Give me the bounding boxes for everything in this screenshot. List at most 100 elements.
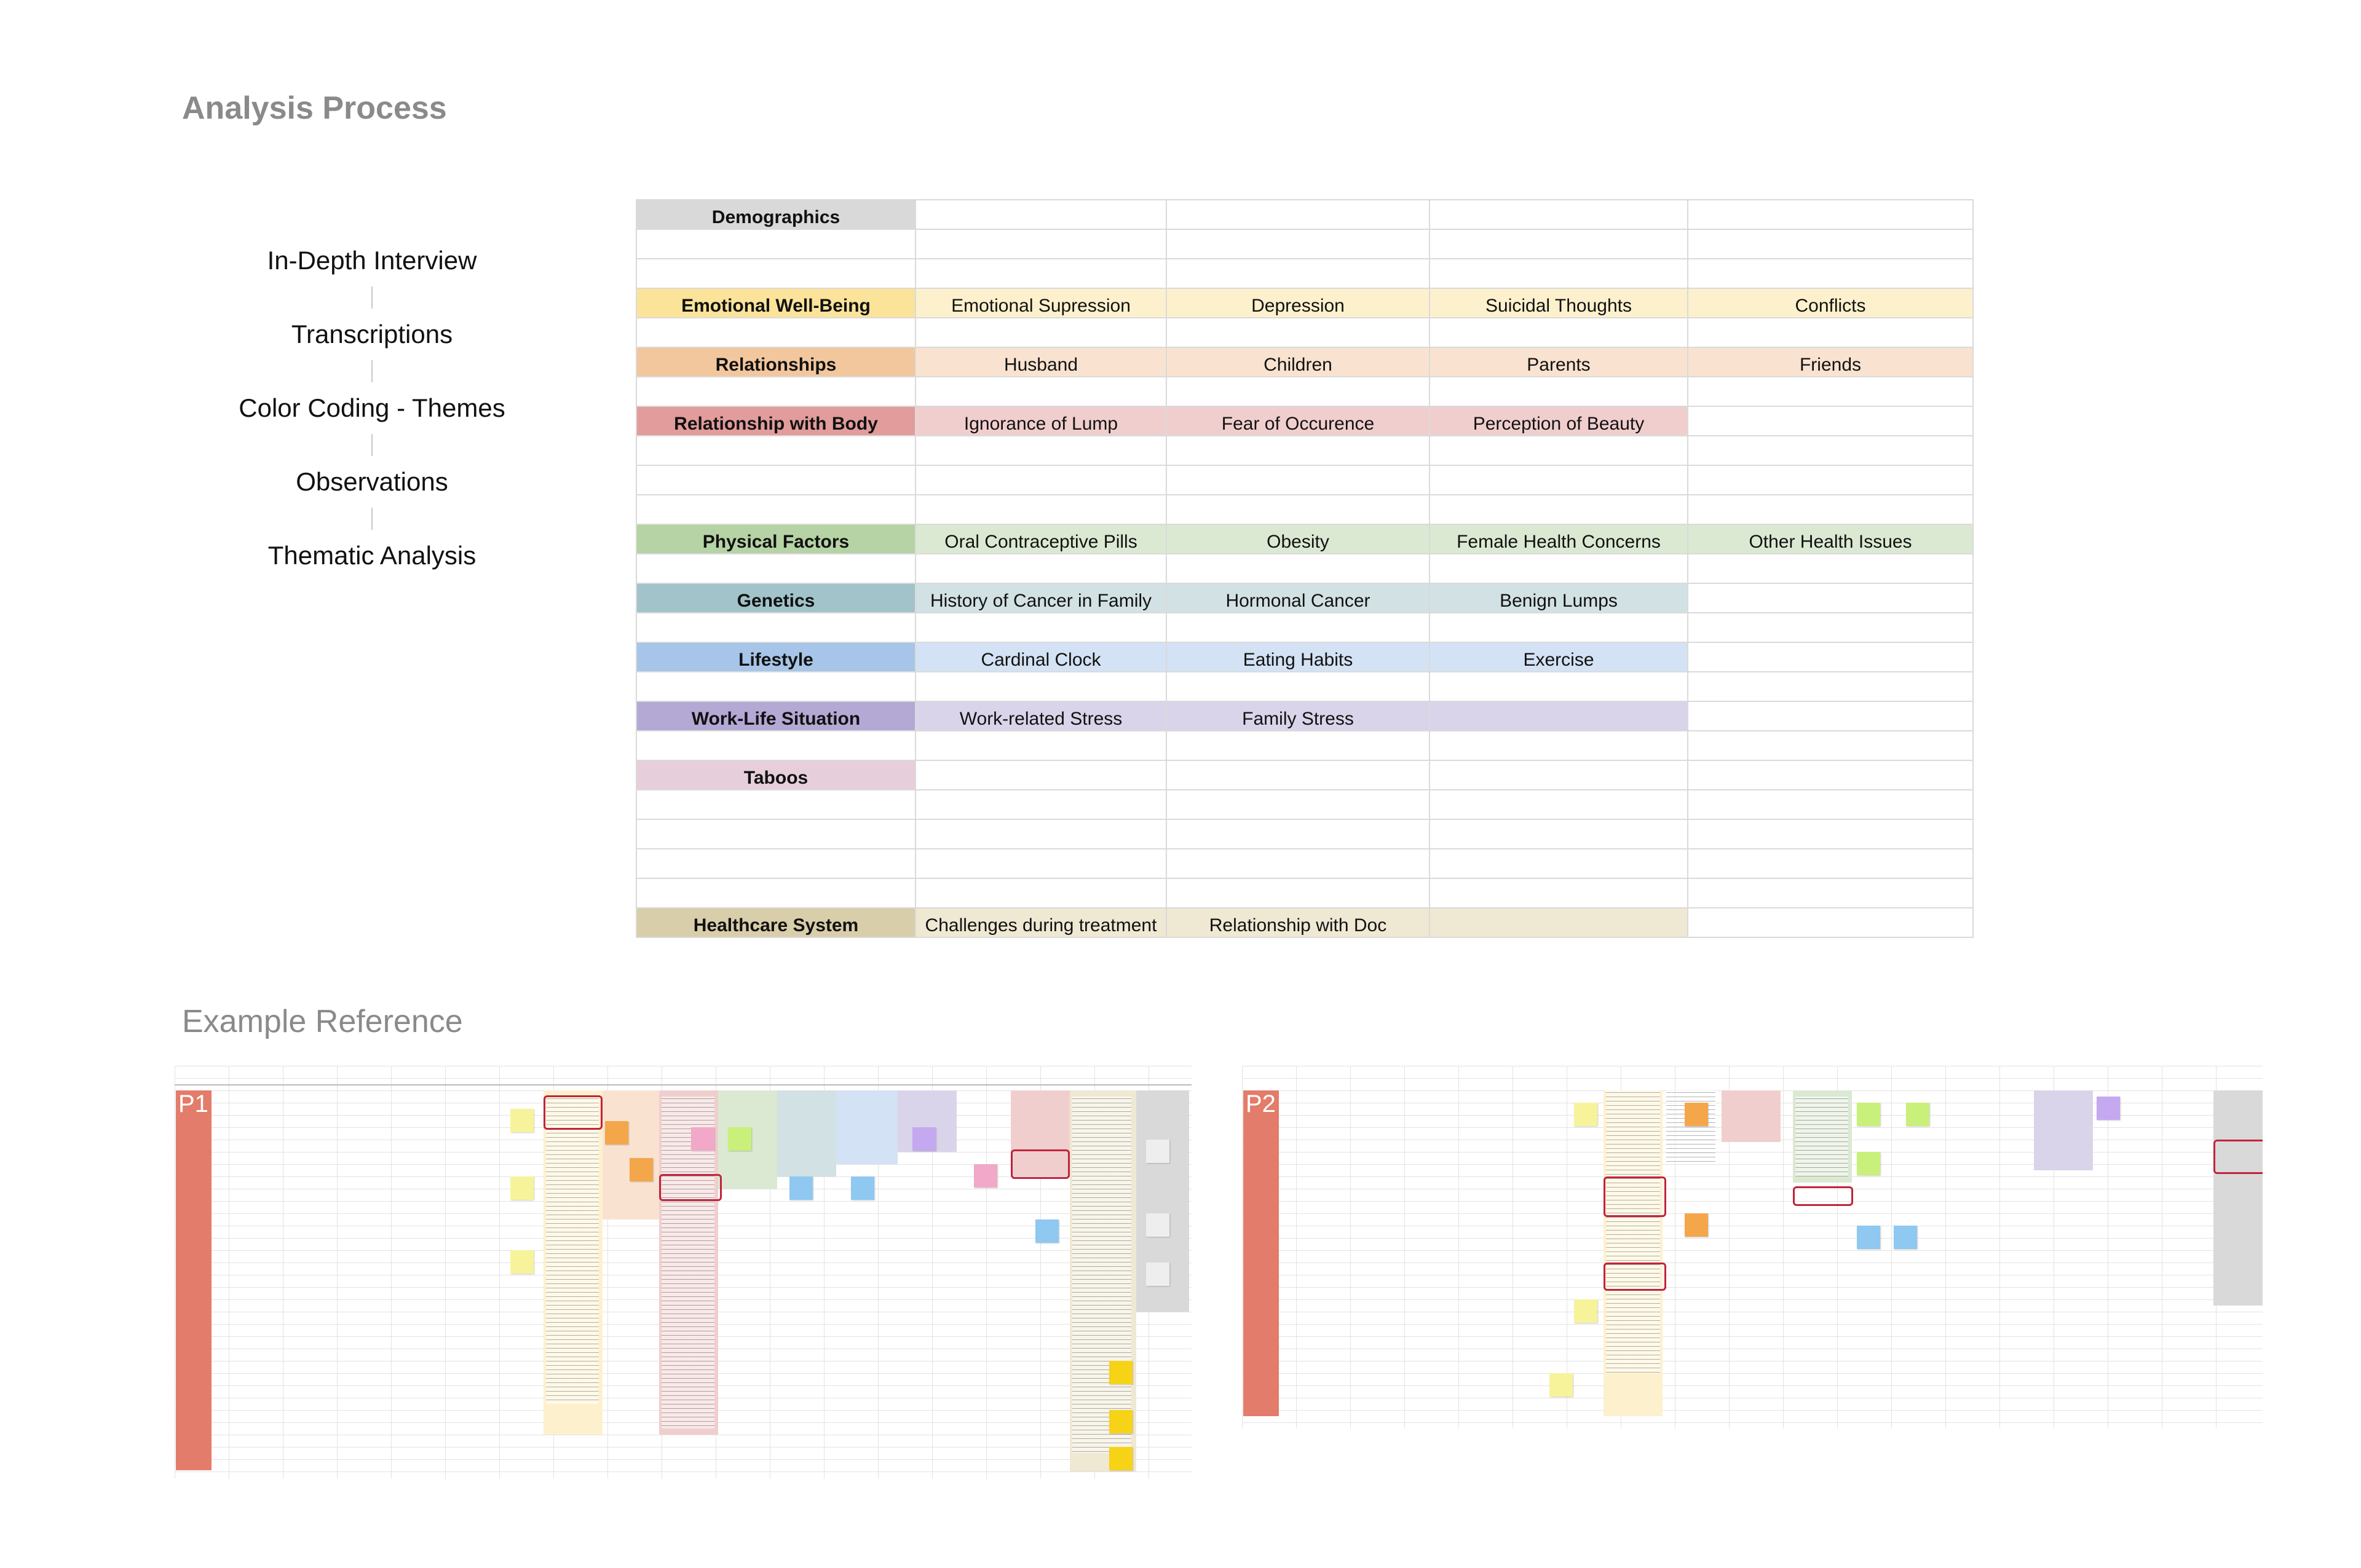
blank-row xyxy=(636,229,1974,259)
blank-cell xyxy=(1429,435,1688,466)
blank-row xyxy=(636,465,1974,495)
blank-cell xyxy=(636,465,916,495)
process-flow: In-Depth Interview Transcriptions Color … xyxy=(221,235,523,581)
blank-cell xyxy=(1429,671,1688,702)
theme-name: Physical Factors xyxy=(636,524,916,554)
theme-name: Taboos xyxy=(636,760,916,790)
blank-cell xyxy=(915,730,1167,761)
blank-cell xyxy=(636,376,916,407)
blank-cell xyxy=(1429,258,1688,289)
theme-code-cell: Hormonal Cancer xyxy=(1166,583,1430,613)
transcript-text xyxy=(1795,1097,1848,1176)
theme-name: Emotional Well-Being xyxy=(636,288,916,318)
flow-connector xyxy=(371,360,373,382)
theme-name: Lifestyle xyxy=(636,642,916,672)
code-column xyxy=(777,1090,836,1176)
theme-code-cell: Relationship with Doc xyxy=(1166,907,1430,938)
theme-code-cell: Eating Habits xyxy=(1166,642,1430,672)
blank-row xyxy=(636,612,1974,643)
theme-row: Physical Factors Oral Contraceptive Pills… xyxy=(636,524,1974,554)
blank-cell xyxy=(1687,671,1974,702)
code-column xyxy=(2034,1090,2093,1170)
blank-cell xyxy=(1429,376,1688,407)
sticky-note xyxy=(1035,1219,1059,1243)
sticky-note xyxy=(1574,1103,1597,1126)
theme-code-cell xyxy=(1687,406,1974,436)
blank-cell xyxy=(1429,612,1688,643)
reference-sheet-p1: P1 xyxy=(175,1066,1192,1479)
theme-name: Genetics xyxy=(636,583,916,613)
theme-code-cell: Friends xyxy=(1687,347,1974,377)
theme-row: Taboos xyxy=(636,760,1974,790)
sticky-note xyxy=(630,1158,653,1181)
transcript-text xyxy=(1072,1097,1131,1453)
blank-cell xyxy=(1166,258,1430,289)
sticky-note xyxy=(1109,1410,1133,1433)
blank-row xyxy=(636,819,1974,849)
theme-code-cell xyxy=(1429,760,1688,790)
blank-cell xyxy=(636,435,916,466)
blank-cell xyxy=(1687,229,1974,259)
sheet-header-row xyxy=(175,1066,1192,1085)
code-column xyxy=(1011,1090,1070,1176)
blank-row xyxy=(636,376,1974,407)
blank-cell xyxy=(915,465,1167,495)
theme-code-cell: Benign Lumps xyxy=(1429,583,1688,613)
transcript-text xyxy=(1606,1090,1660,1373)
theme-code-cell: Husband xyxy=(915,347,1167,377)
theme-code-cell: Parents xyxy=(1429,347,1688,377)
theme-code-cell: Other Health Issues xyxy=(1687,524,1974,554)
sticky-note xyxy=(728,1127,751,1151)
blank-cell xyxy=(915,819,1167,849)
blank-cell xyxy=(636,612,916,643)
blank-row xyxy=(636,789,1974,820)
theme-row: Demographics xyxy=(636,199,1974,230)
theme-name: Work-Life Situation xyxy=(636,701,916,731)
sticky-note xyxy=(1906,1103,1929,1126)
highlight-box xyxy=(2213,1140,2263,1174)
blank-cell xyxy=(636,317,916,348)
blank-row xyxy=(636,258,1974,289)
blank-cell xyxy=(1687,848,1974,879)
sticky-note xyxy=(1549,1373,1573,1397)
blank-cell xyxy=(1166,789,1430,820)
blank-cell xyxy=(1166,376,1430,407)
blank-cell xyxy=(915,848,1167,879)
theme-code-cell: Oral Contraceptive Pills xyxy=(915,524,1167,554)
highlight-box xyxy=(659,1174,722,1201)
flow-connector xyxy=(371,434,373,456)
theme-code-cell xyxy=(1429,199,1688,230)
blank-cell xyxy=(1166,465,1430,495)
sticky-note xyxy=(1894,1226,1917,1249)
theme-row: Genetics History of Cancer in Family Hormo… xyxy=(636,583,1974,613)
blank-cell xyxy=(1166,819,1430,849)
blank-cell xyxy=(1429,553,1688,584)
blank-cell xyxy=(636,848,916,879)
sticky-note xyxy=(1146,1140,1169,1163)
blank-cell xyxy=(1166,494,1430,525)
blank-cell xyxy=(636,878,916,908)
blank-row xyxy=(636,553,1974,584)
theme-code-cell: Family Stress xyxy=(1166,701,1430,731)
code-column xyxy=(1722,1090,1781,1142)
sticky-note xyxy=(691,1127,714,1151)
blank-cell xyxy=(1429,465,1688,495)
blank-row xyxy=(636,730,1974,761)
highlight-box xyxy=(1604,1176,1666,1217)
theme-code-cell: Fear of Occurence xyxy=(1166,406,1430,436)
flow-step-transcriptions: Transcriptions xyxy=(291,320,453,349)
theme-code-cell: Female Health Concerns xyxy=(1429,524,1688,554)
sticky-note xyxy=(1109,1447,1133,1470)
blank-cell xyxy=(1429,494,1688,525)
blank-cell xyxy=(915,789,1167,820)
theme-name: Demographics xyxy=(636,199,916,230)
theme-row: Healthcare System Challenges during treat… xyxy=(636,907,1974,938)
blank-cell xyxy=(636,229,916,259)
blank-cell xyxy=(1166,848,1430,879)
blank-cell xyxy=(636,730,916,761)
theme-code-cell xyxy=(1687,583,1974,613)
sticky-note xyxy=(1685,1213,1708,1237)
theme-code-cell xyxy=(1429,907,1688,938)
blank-cell xyxy=(1429,730,1688,761)
blank-cell xyxy=(1687,317,1974,348)
